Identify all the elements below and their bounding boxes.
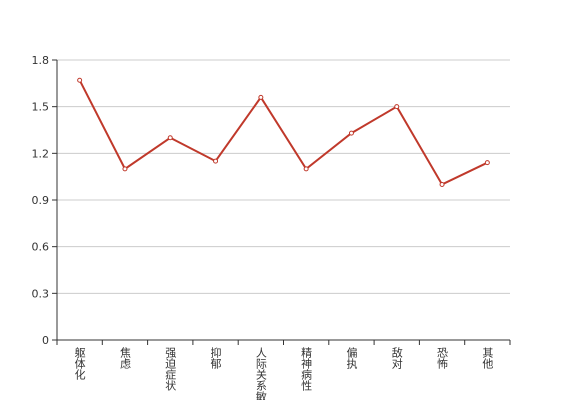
point: [348, 130, 354, 136]
point: [77, 77, 83, 83]
point: [213, 158, 219, 164]
point: [439, 181, 445, 187]
point: [122, 166, 128, 172]
y-tick-label: 1.8: [32, 54, 50, 67]
y-tick-label: 0.6: [32, 241, 50, 254]
x-tick-label: 焦虑: [118, 347, 131, 369]
x-tick-label: 强迫症状: [164, 347, 177, 391]
x-tick-label: 抑郁: [209, 346, 222, 369]
x-tick-label: 躯体化: [73, 347, 86, 381]
point: [484, 160, 490, 166]
x-tick-label: 其他: [481, 347, 494, 369]
y-tick-label: 1.5: [32, 101, 50, 114]
point: [303, 166, 309, 172]
y-tick-label: 0: [42, 334, 49, 347]
point: [258, 94, 264, 100]
x-tick-label: 偏执: [345, 346, 358, 370]
point: [394, 104, 400, 110]
y-tick-label: 0.9: [32, 194, 50, 207]
x-tick-label: 人际关系敏感: [254, 347, 267, 400]
line: [78, 79, 488, 186]
point: [167, 135, 173, 141]
y-tick-label: 1.2: [32, 147, 50, 160]
x-tick-label: 精神病性: [300, 347, 313, 392]
x-tick-label: 敌对: [390, 346, 403, 369]
x-tick-label: 恐怖: [436, 347, 449, 369]
y-tick-label: 0.3: [32, 287, 50, 300]
